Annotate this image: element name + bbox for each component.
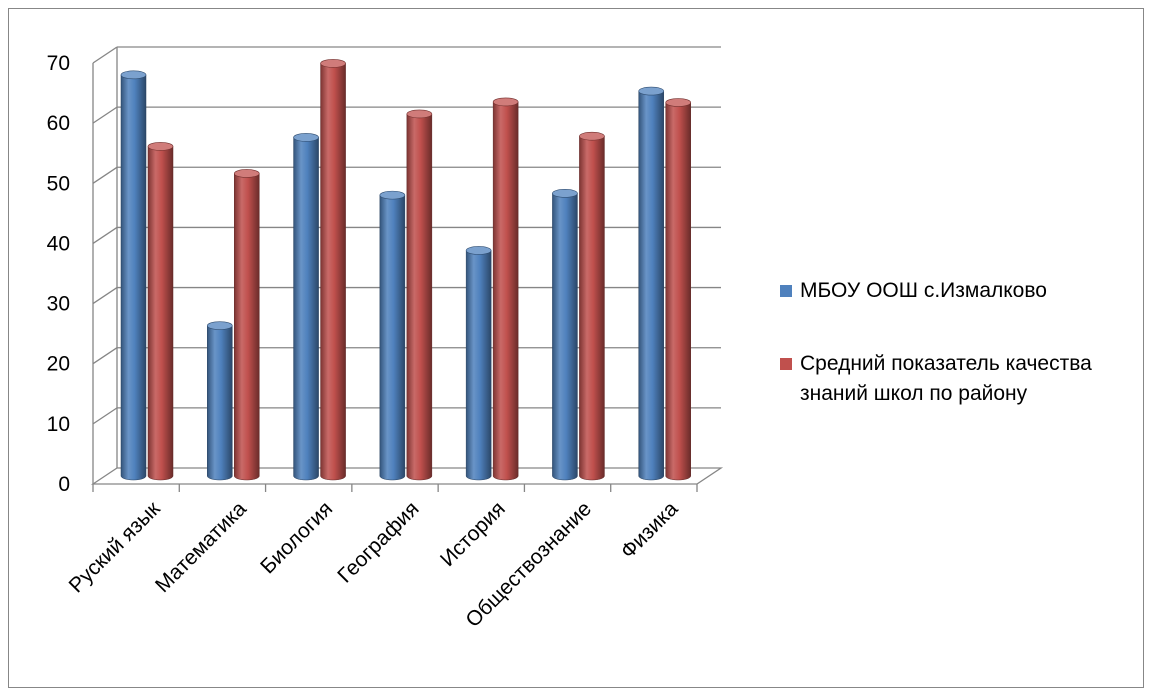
bar-2-2 — [233, 169, 260, 481]
x-tick-label: Математика — [151, 497, 251, 597]
gridline-side — [92, 46, 118, 64]
bar-1-4 — [379, 190, 406, 481]
legend-swatch-series-2 — [780, 358, 792, 370]
bar-2-5 — [492, 97, 519, 481]
y-tick-label: 20 — [47, 353, 70, 376]
chart-bars — [120, 59, 692, 481]
chart-legend: МБОУ ООШ с.Измалково Средний показатель … — [780, 276, 1150, 409]
bar-1-2 — [206, 321, 233, 481]
x-tick-label: Руский язык — [65, 497, 166, 598]
y-tick-label: 40 — [47, 232, 70, 255]
bar-1-1 — [120, 70, 147, 481]
y-tick-label: 70 — [47, 52, 70, 75]
gridline-side — [92, 287, 118, 305]
bar-2-7 — [665, 98, 692, 481]
legend-swatch-series-1 — [780, 285, 792, 297]
y-tick-label: 30 — [47, 293, 70, 316]
chart-axes — [92, 47, 698, 492]
legend-item-series-2: Средний показатель качества знаний школ … — [780, 349, 1150, 409]
legend-label-series-1: МБОУ ООШ с.Измалково — [800, 279, 1047, 302]
bar-1-5 — [465, 246, 492, 481]
legend-item-series-1: МБОУ ООШ с.Измалково — [780, 276, 1150, 306]
gridline-side — [92, 106, 118, 124]
bar-2-1 — [147, 142, 174, 481]
legend-label-series-2: Средний показатель качества знаний школ … — [800, 352, 1092, 405]
bar-2-6 — [579, 131, 605, 481]
gridline-side — [92, 347, 118, 365]
y-tick-label: 10 — [47, 413, 70, 436]
gridline-side — [92, 166, 118, 184]
gridline-side — [92, 407, 118, 425]
y-tick-label: 0 — [58, 473, 70, 496]
bar-1-7 — [638, 86, 665, 481]
x-tick-label: Биология — [256, 497, 337, 578]
x-tick-label: География — [333, 497, 423, 587]
bar-1-6 — [552, 189, 578, 481]
y-tick-label: 50 — [47, 172, 70, 195]
bar-2-4 — [406, 109, 433, 481]
x-tick-label: История — [436, 497, 510, 571]
x-tick-label: Физика — [616, 497, 682, 563]
y-tick-label: 60 — [47, 112, 70, 135]
bar-1-3 — [293, 133, 319, 481]
bar-2-3 — [320, 59, 346, 481]
gridline-side — [92, 226, 118, 244]
